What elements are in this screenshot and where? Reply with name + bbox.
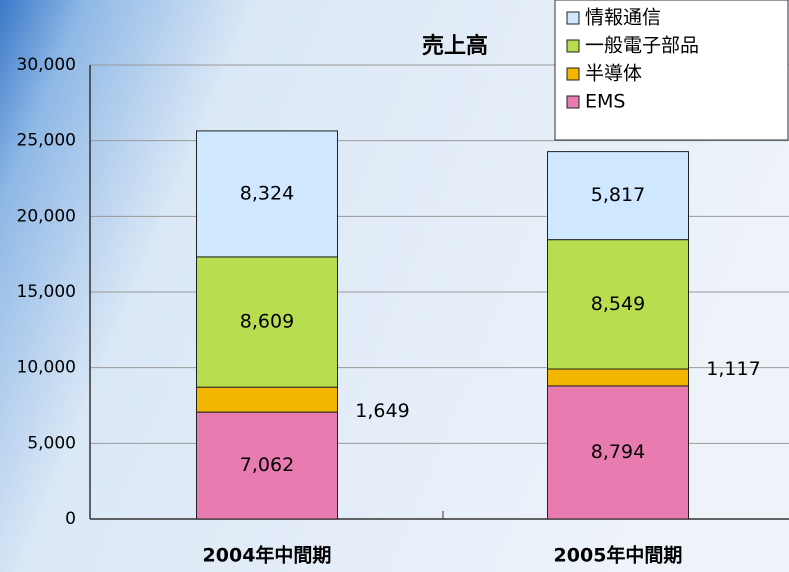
x-tick-label: 2005年中間期	[554, 544, 683, 567]
y-tick-label: 0	[65, 509, 76, 529]
y-tick-label: 5,000	[27, 433, 76, 453]
data-label: 5,817	[591, 184, 645, 206]
data-label: 1,649	[355, 400, 409, 422]
bar-segment	[196, 256, 338, 388]
legend-marker	[566, 67, 580, 81]
bar-segment	[196, 411, 338, 520]
x-tick-label: 2004年中間期	[203, 544, 332, 567]
bar-segment	[547, 368, 689, 387]
data-label: 8,794	[591, 441, 645, 463]
y-tick-label: 20,000	[17, 206, 76, 226]
data-label: 7,062	[240, 454, 294, 476]
bar-segment	[547, 385, 689, 520]
bar-segment	[196, 130, 338, 258]
data-label: 1,117	[706, 358, 760, 380]
legend-label: EMS	[585, 91, 625, 113]
data-label: 8,549	[591, 293, 645, 315]
data-label: 8,609	[240, 311, 294, 333]
legend-label: 情報通信	[585, 7, 661, 29]
y-tick-label: 15,000	[17, 282, 76, 302]
y-tick-label: 25,000	[17, 131, 76, 151]
legend-label: 半導体	[585, 63, 642, 85]
bar-segment	[196, 386, 338, 413]
legend-marker	[566, 39, 580, 53]
chart-title: 売上高	[422, 33, 488, 59]
y-tick-label: 30,000	[17, 55, 76, 75]
legend-marker	[566, 11, 580, 25]
legend-marker	[566, 95, 580, 109]
data-label: 8,324	[240, 182, 294, 204]
bar-segment	[547, 151, 689, 241]
y-tick-label: 10,000	[17, 358, 76, 378]
bar-segment	[547, 239, 689, 370]
legend-box	[554, 0, 789, 141]
legend-label: 一般電子部品	[585, 35, 699, 57]
